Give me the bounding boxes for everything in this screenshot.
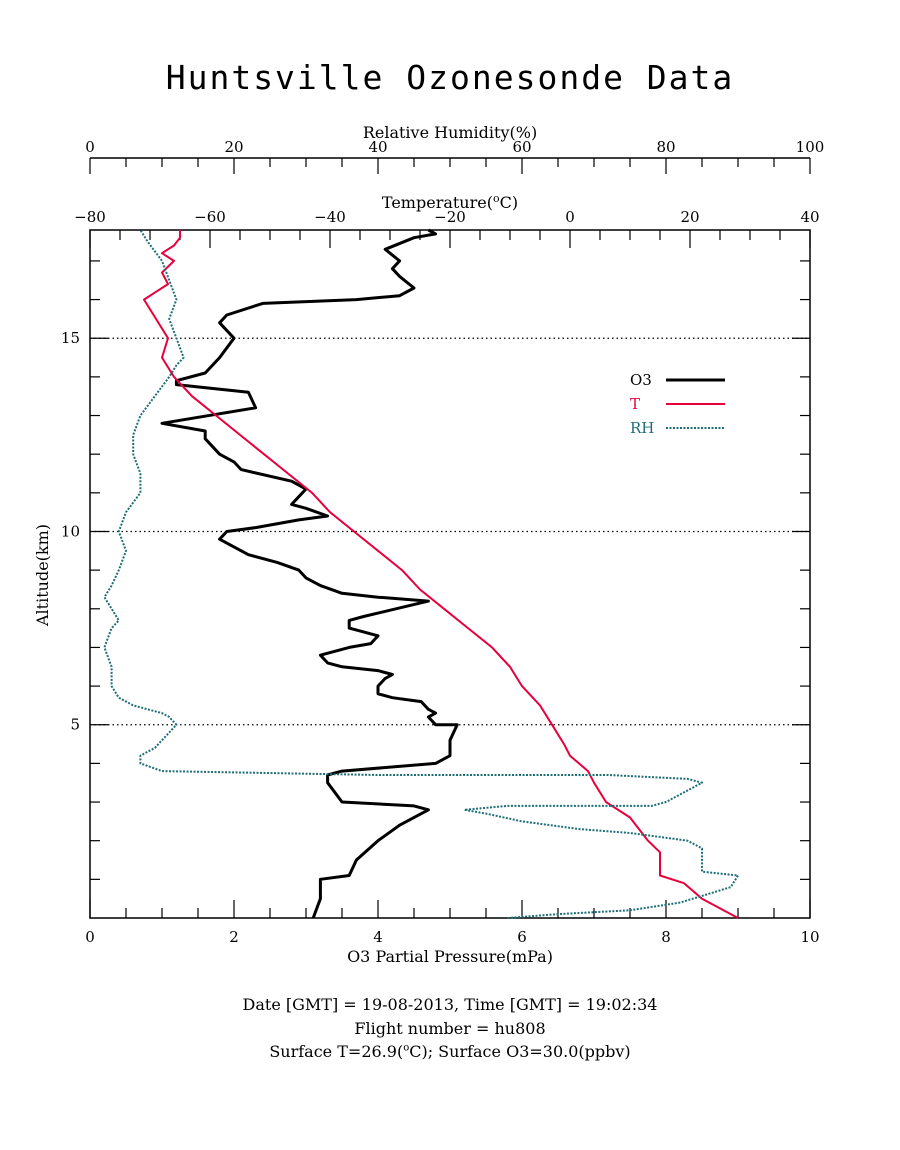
y-tick-label: 5 xyxy=(70,716,80,734)
rh-tick-label: 20 xyxy=(224,138,243,156)
rh-tick-label: 60 xyxy=(512,138,531,156)
rh-tick-label: 80 xyxy=(656,138,675,156)
series-o3-line xyxy=(160,228,459,919)
temperature-tick-label: −40 xyxy=(314,208,346,226)
temperature-tick-label: 0 xyxy=(565,208,575,226)
plot-frame xyxy=(89,229,811,919)
footer-surface-values: Surface T=26.9(oC); Surface O3=30.0(ppbv… xyxy=(269,1042,631,1061)
o3-tick-label: 10 xyxy=(800,928,819,946)
legend: O3 T RH xyxy=(630,371,725,437)
rh-tick-label: 40 xyxy=(368,138,387,156)
o3-tick-label: 2 xyxy=(229,928,239,946)
y-tick-label: 15 xyxy=(61,329,80,347)
axes: 5 10 15 0 2 4 6 8 10 −80 −60 −40 −20 0 20 40 0 20 40 60 80 10… xyxy=(61,138,824,946)
y-tick-label: 10 xyxy=(61,522,80,540)
x-axis-label-temperature: Temperature(oC) xyxy=(382,192,518,212)
footer-date-time: Date [GMT] = 19-08-2013, Time [GMT] = 19… xyxy=(242,995,658,1014)
footer-surface-unit: C); Surface O3=30.0(ppbv) xyxy=(409,1042,631,1061)
footer-surface-prefix: Surface T=26.9( xyxy=(269,1042,404,1061)
series-rh-line xyxy=(103,229,739,919)
series-t-line xyxy=(143,230,739,919)
rh-tick-label: 0 xyxy=(85,138,95,156)
series-lines xyxy=(103,228,739,919)
legend-label-rh: RH xyxy=(630,419,654,437)
y-axis-label: Altitude(km) xyxy=(33,524,52,627)
x-axis-label-o3: O3 Partial Pressure(mPa) xyxy=(347,947,553,966)
legend-label-o3: O3 xyxy=(630,371,652,389)
o3-tick-label: 0 xyxy=(85,928,95,946)
o3-tick-label: 6 xyxy=(517,928,527,946)
temperature-tick-label: 20 xyxy=(680,208,699,226)
temperature-tick-label: −20 xyxy=(434,208,466,226)
grid-lines xyxy=(90,337,810,726)
x-axis-label-rh: Relative Humidity(%) xyxy=(363,123,537,142)
o3-tick-label: 4 xyxy=(373,928,383,946)
o3-tick-label: 8 xyxy=(661,928,671,946)
temperature-tick-label: −60 xyxy=(194,208,226,226)
temperature-tick-label: 40 xyxy=(800,208,819,226)
footer-flight-number: Flight number = hu808 xyxy=(354,1019,546,1038)
chart-title: Huntsville Ozonesonde Data xyxy=(165,58,735,97)
temperature-tick-label: −80 xyxy=(74,208,106,226)
legend-label-t: T xyxy=(630,395,640,413)
rh-tick-label: 100 xyxy=(796,138,825,156)
